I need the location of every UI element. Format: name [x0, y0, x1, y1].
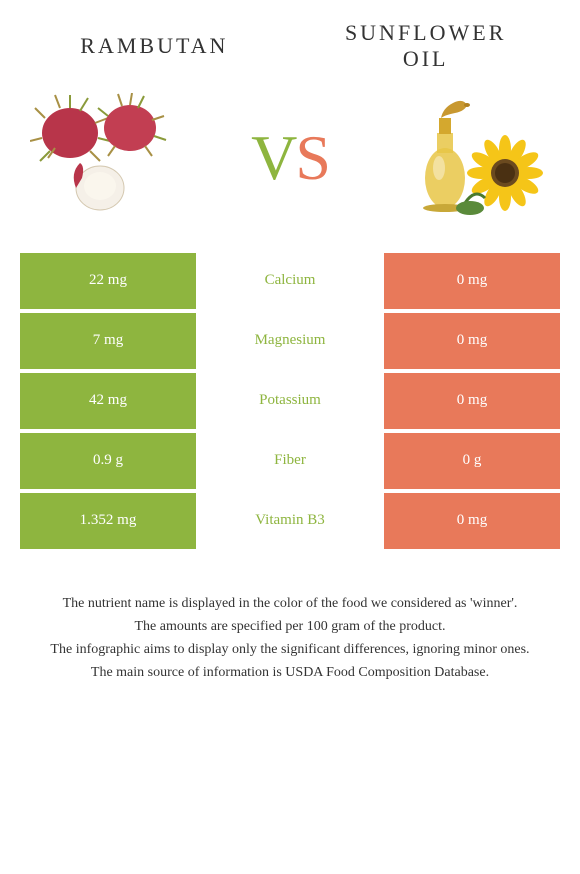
- nutrient-left-value: 7 mg: [20, 313, 196, 369]
- images-row: VS: [20, 93, 560, 223]
- nutrient-right-value: 0 g: [384, 433, 560, 489]
- nutrient-right-value: 0 mg: [384, 493, 560, 549]
- food-title-left: Rambutan: [50, 33, 259, 59]
- nutrient-name: Vitamin B3: [196, 493, 384, 549]
- nutrient-name: Potassium: [196, 373, 384, 429]
- nutrient-name: Calcium: [196, 253, 384, 309]
- footer-line: The infographic aims to display only the…: [30, 639, 550, 660]
- nutrient-row: 22 mgCalcium0 mg: [20, 253, 560, 309]
- vs-s: S: [295, 122, 329, 193]
- nutrient-left-value: 42 mg: [20, 373, 196, 429]
- nutrient-row: 7 mgMagnesium0 mg: [20, 313, 560, 369]
- vs-v: V: [251, 122, 295, 193]
- nutrient-table: 22 mgCalcium0 mg7 mgMagnesium0 mg42 mgPo…: [20, 253, 560, 553]
- nutrient-row: 0.9 gFiber0 g: [20, 433, 560, 489]
- nutrient-right-value: 0 mg: [384, 373, 560, 429]
- footer-line: The main source of information is USDA F…: [30, 662, 550, 683]
- nutrient-right-value: 0 mg: [384, 253, 560, 309]
- nutrient-name: Magnesium: [196, 313, 384, 369]
- food-title-right: Sunflower Oil: [321, 20, 530, 73]
- footer-line: The amounts are specified per 100 gram o…: [30, 616, 550, 637]
- nutrient-left-value: 0.9 g: [20, 433, 196, 489]
- rambutan-image: [30, 93, 190, 223]
- vs-label: VS: [251, 121, 329, 195]
- footer-text: The nutrient name is displayed in the co…: [20, 593, 560, 685]
- nutrient-row: 1.352 mgVitamin B30 mg: [20, 493, 560, 549]
- header: Rambutan Sunflower Oil: [20, 20, 560, 73]
- nutrient-row: 42 mgPotassium0 mg: [20, 373, 560, 429]
- footer-line: The nutrient name is displayed in the co…: [30, 593, 550, 614]
- nutrient-left-value: 1.352 mg: [20, 493, 196, 549]
- nutrient-right-value: 0 mg: [384, 313, 560, 369]
- sunflower-oil-image: [390, 93, 550, 223]
- nutrient-name: Fiber: [196, 433, 384, 489]
- nutrient-left-value: 22 mg: [20, 253, 196, 309]
